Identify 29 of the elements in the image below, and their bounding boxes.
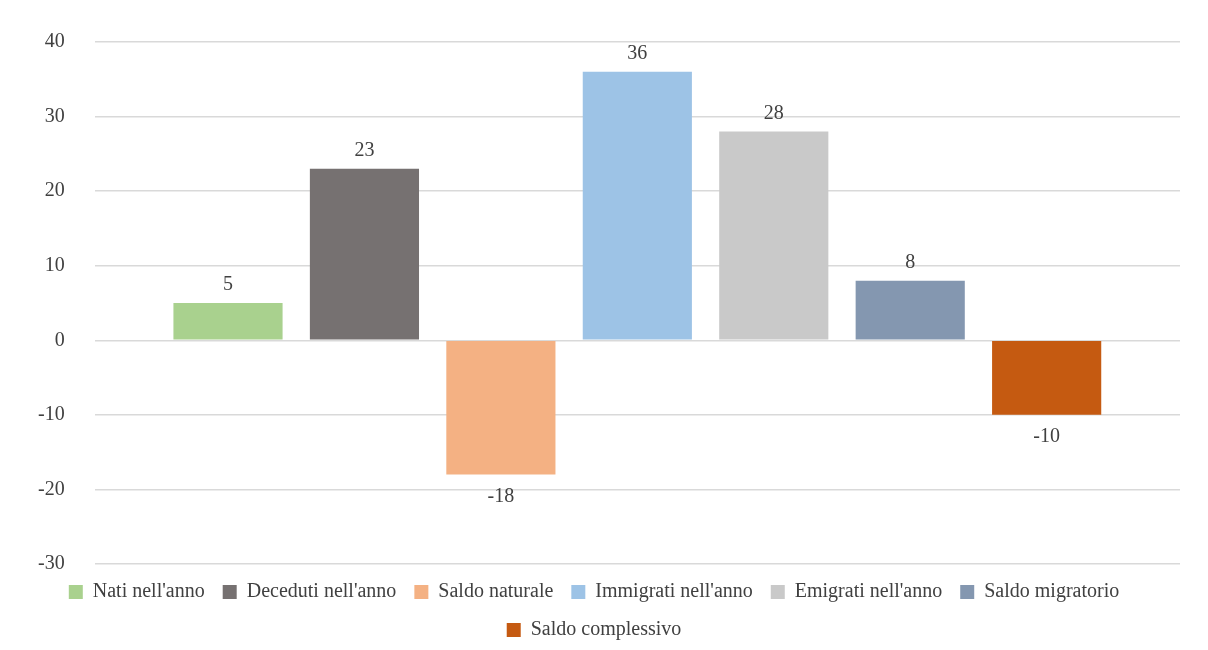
y-tick-label: -10 [37,402,65,425]
legend-label: Deceduti nell'anno [246,579,397,602]
data-label: 28 [763,100,784,123]
data-label: -10 [1033,424,1060,447]
bar [173,303,283,340]
bar [855,280,965,340]
bar [992,341,1102,415]
legend-label: Saldo complessivo [530,617,682,641]
data-label: 23 [354,138,375,161]
legend-label: Nati nell'anno [92,579,205,602]
legend-label: Emigrati nell'anno [794,579,943,603]
data-label: 8 [905,249,916,272]
legend-label: Saldo naturale [438,579,554,602]
bar [719,131,829,340]
data-label: -18 [487,483,515,506]
bar [446,341,556,475]
bar [582,71,692,340]
y-tick-label: -30 [37,551,65,574]
bar [309,168,420,340]
y-tick-label: 0 [54,327,65,350]
data-label: 36 [627,41,648,64]
legend-label: Immigrati nell'anno [595,579,753,603]
y-tick-label: -20 [37,476,65,499]
data-label: 5 [223,272,233,295]
y-tick-label: 30 [44,103,65,126]
y-tick-label: 20 [44,178,65,201]
y-tick-label: 10 [44,252,65,275]
legend-label: Saldo migratorio [984,579,1120,603]
y-tick-label: 40 [44,29,65,52]
